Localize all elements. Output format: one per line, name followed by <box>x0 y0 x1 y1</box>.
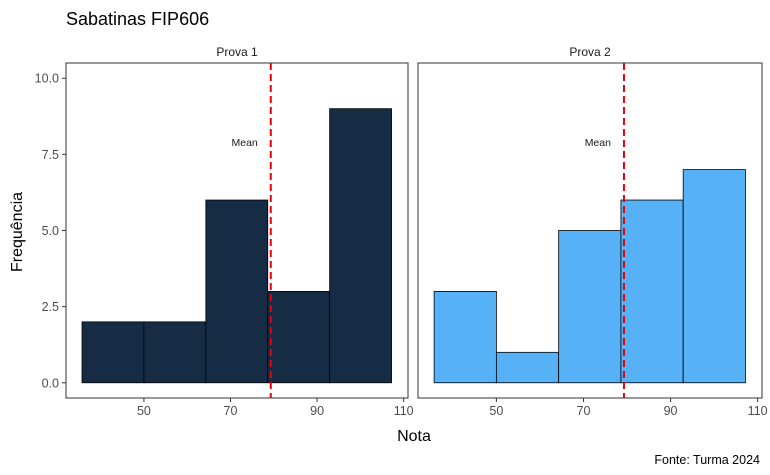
mean-label: Mean <box>585 137 611 149</box>
y-tick-label: 0.0 <box>42 376 59 390</box>
x-axis-label: Nota <box>397 428 431 445</box>
x-tick-label: 70 <box>577 404 591 418</box>
x-tick-label: 110 <box>394 404 414 418</box>
histogram-bar <box>143 321 207 384</box>
y-tick-label: 2.5 <box>42 300 59 314</box>
panel-1: Prova 1 Mean 50 70 90 110 0.0 2.5 5.0 7.5 10.0 <box>35 45 414 418</box>
histogram-bar <box>682 169 746 384</box>
histogram-bar <box>433 291 497 384</box>
panel-border <box>417 62 763 399</box>
caption: Fonte: Turma 2024 <box>654 453 760 467</box>
histogram-bar <box>495 351 560 384</box>
panel-2: Prova 2 Mean 50 70 90 110 <box>417 45 768 418</box>
mean-label: Mean <box>232 137 258 149</box>
histogram-bar <box>267 291 331 384</box>
x-tick-label: 110 <box>748 404 768 418</box>
panel-strip-label: Prova 1 <box>216 45 258 59</box>
x-tick-label: 90 <box>664 404 678 418</box>
histogram-bar <box>81 321 145 384</box>
y-tick-label: 10.0 <box>35 72 59 86</box>
x-tick-label: 50 <box>489 404 503 418</box>
panel-strip-label: Prova 2 <box>569 45 611 59</box>
y-axis-label: Frequência <box>9 192 26 272</box>
histogram-bar <box>329 108 392 384</box>
y-tick-label: 7.5 <box>42 148 59 162</box>
histogram-bar <box>620 199 684 384</box>
chart-title: Sabatinas FIP606 <box>66 9 209 29</box>
y-tick-label: 5.0 <box>42 224 59 238</box>
histogram-bar <box>558 230 622 384</box>
histogram-bar <box>205 199 269 384</box>
x-tick-label: 90 <box>310 404 324 418</box>
x-tick-label: 50 <box>137 404 151 418</box>
x-tick-label: 70 <box>224 404 238 418</box>
